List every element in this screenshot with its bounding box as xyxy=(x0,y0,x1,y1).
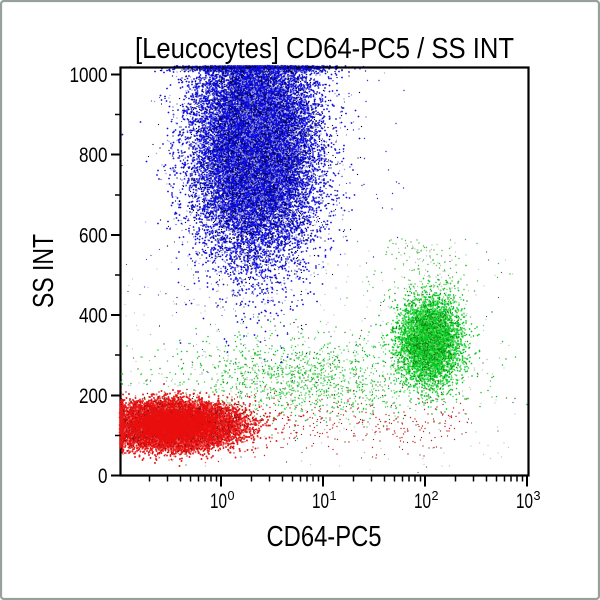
svg-text:10: 10 xyxy=(210,490,227,513)
svg-text:1: 1 xyxy=(330,488,337,503)
svg-text:10: 10 xyxy=(516,490,533,513)
svg-text:0: 0 xyxy=(228,488,235,503)
svg-text:400: 400 xyxy=(79,305,108,328)
svg-text:SS INT: SS INT xyxy=(28,234,60,308)
svg-text:800: 800 xyxy=(79,144,108,167)
svg-text:3: 3 xyxy=(534,488,541,503)
svg-text:600: 600 xyxy=(79,225,108,248)
svg-text:10: 10 xyxy=(312,490,329,513)
svg-text:CD64-PC5: CD64-PC5 xyxy=(267,521,382,553)
svg-text:10: 10 xyxy=(414,490,431,513)
svg-text:2: 2 xyxy=(432,488,439,503)
svg-text:1000: 1000 xyxy=(70,64,108,87)
svg-text:200: 200 xyxy=(79,385,108,408)
svg-text:[Leucocytes] CD64-PC5 / SS INT: [Leucocytes] CD64-PC5 / SS INT xyxy=(135,33,514,65)
svg-text:0: 0 xyxy=(98,465,108,488)
